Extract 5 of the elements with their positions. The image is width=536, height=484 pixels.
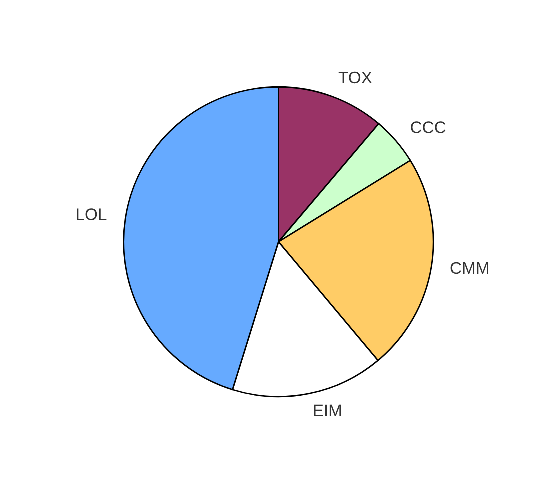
slice-label: CCC xyxy=(411,122,446,134)
slice-label: CMM xyxy=(450,262,488,274)
slice-label: TOX xyxy=(338,72,372,84)
slice-label: EIM xyxy=(314,404,342,416)
slice-label: LOL xyxy=(77,208,107,220)
